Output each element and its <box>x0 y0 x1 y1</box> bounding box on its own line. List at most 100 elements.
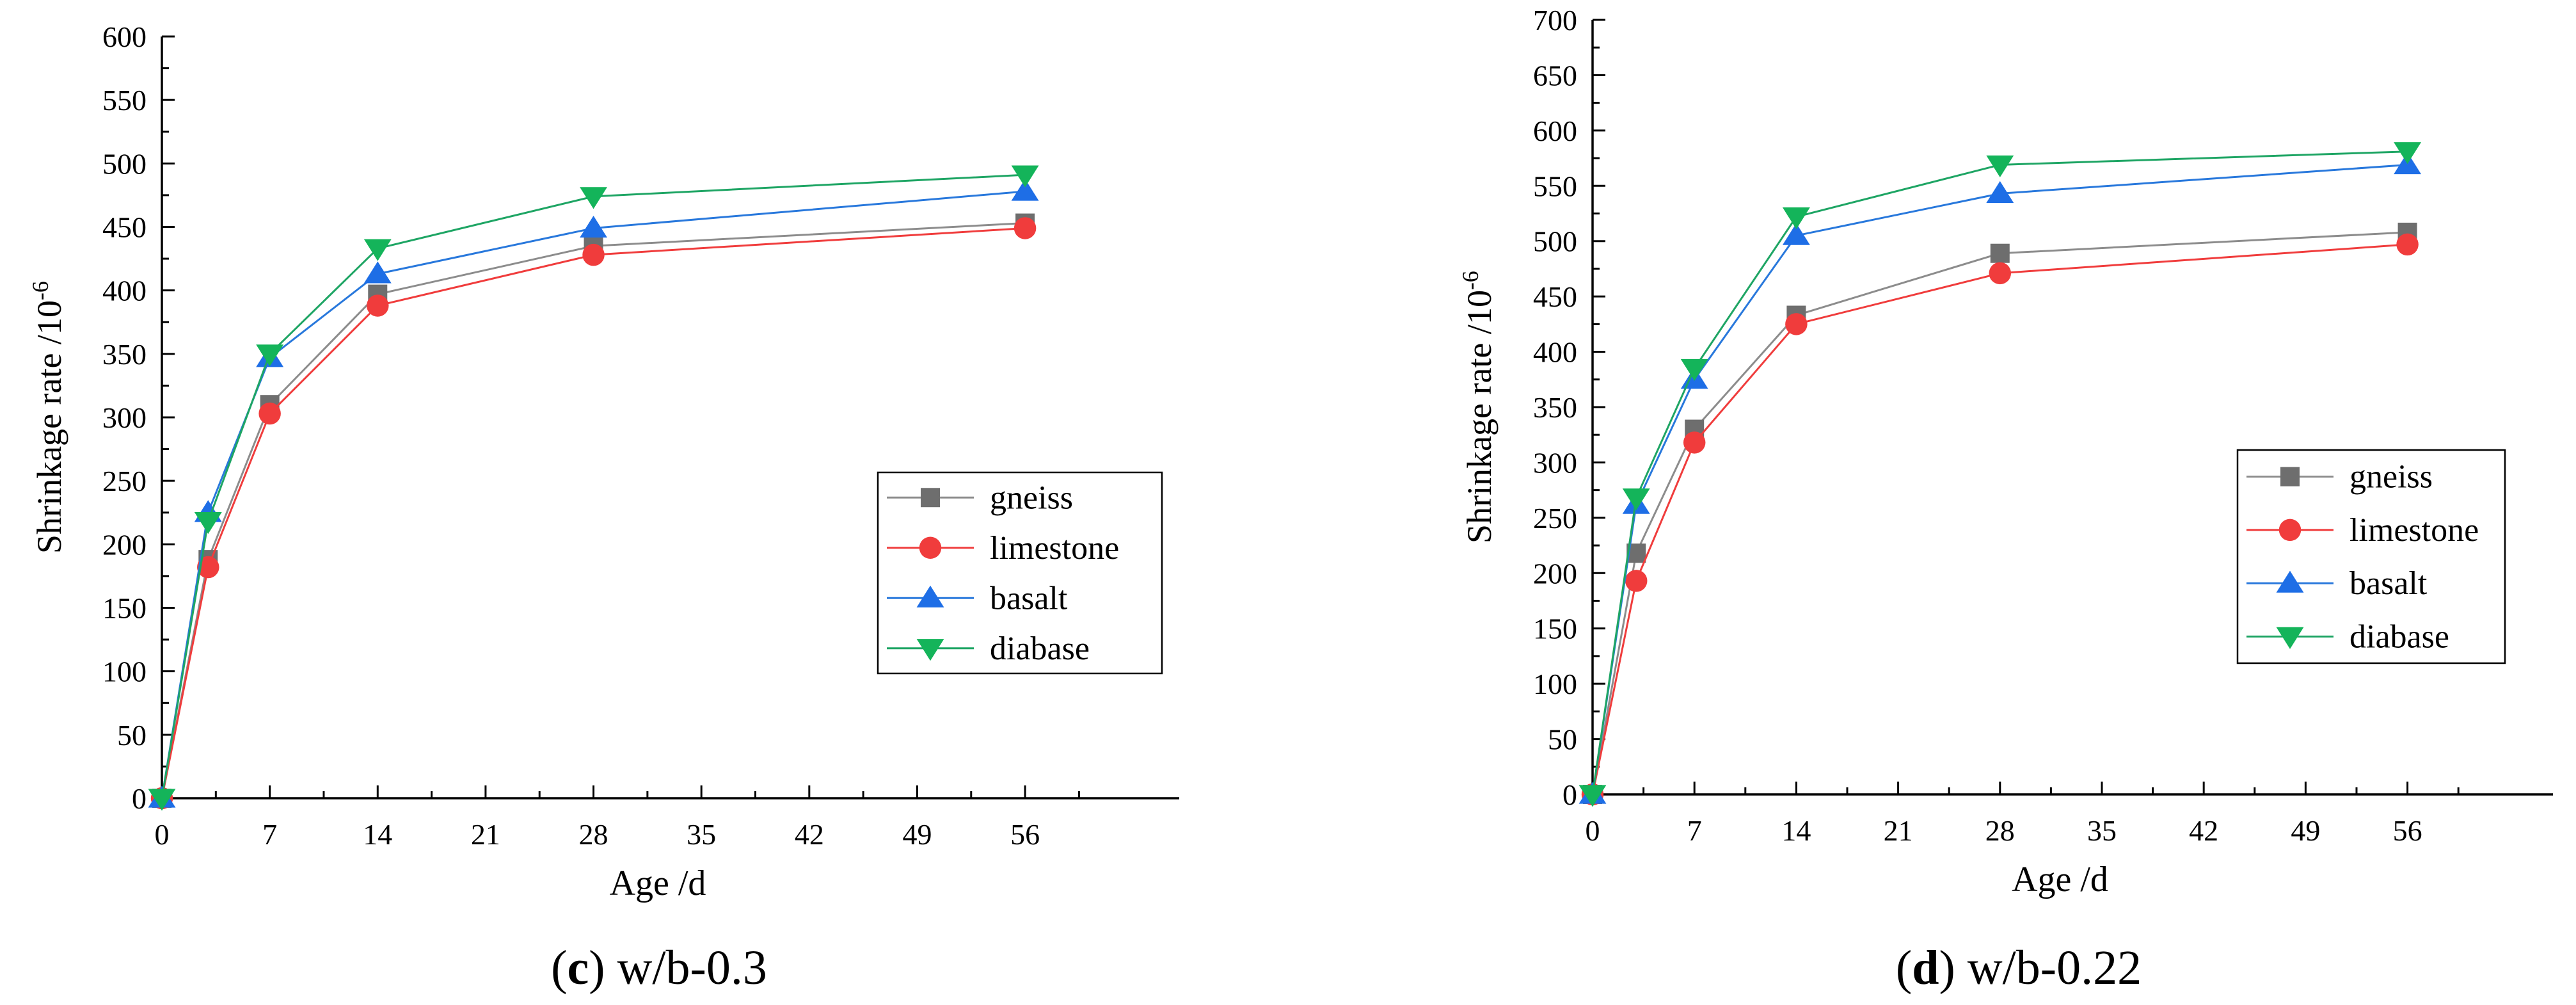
data-point-diabase <box>363 239 392 261</box>
data-point-diabase <box>1680 358 1708 381</box>
y-tick-label: 500 <box>102 147 147 180</box>
x-tick-label: 56 <box>2393 814 2422 847</box>
caption-close-paren: ) <box>1939 941 1955 995</box>
data-point-diabase <box>1782 207 1810 230</box>
panel-caption: (c) w/b-0.3 <box>551 941 767 995</box>
y-tick-label: 400 <box>102 275 147 307</box>
x-tick-label: 42 <box>2189 814 2218 847</box>
legend-marker-basalt <box>916 585 944 607</box>
data-point-limestone <box>1989 262 2012 285</box>
data-point-limestone <box>258 402 281 425</box>
legend-label-basalt: basalt <box>990 580 1068 616</box>
data-point-diabase <box>148 789 176 811</box>
legend-marker-gneiss <box>2280 467 2300 486</box>
chart-panel-d: 0501001502002503003504004505005506006507… <box>1458 4 2553 995</box>
panel-caption: (d) w/b-0.22 <box>1896 941 2142 995</box>
caption-text: w/b-0.22 <box>1955 941 2142 995</box>
caption-letter: d <box>1912 941 1939 995</box>
y-axis-label-text: Shrinkage rate /10 <box>30 300 68 554</box>
data-point-diabase <box>1622 488 1650 511</box>
data-point-diabase <box>1011 165 1039 188</box>
data-point-limestone <box>2396 233 2419 256</box>
legend-marker-limestone <box>919 536 942 559</box>
y-tick-label: 0 <box>1562 778 1577 811</box>
data-point-limestone <box>197 556 219 579</box>
x-tick-label: 28 <box>579 818 608 851</box>
y-tick-label: 500 <box>1533 225 1577 258</box>
y-tick-label: 300 <box>102 401 147 434</box>
caption-text: w/b-0.3 <box>605 941 767 995</box>
caption-open-paren: ( <box>1896 941 1912 995</box>
x-tick-label: 7 <box>1687 814 1702 847</box>
y-axis-label: Shrinkage rate /10-6 <box>28 281 68 554</box>
data-point-basalt <box>1782 223 1810 245</box>
series-line-limestone <box>1591 243 2408 795</box>
y-tick-label: 0 <box>132 782 147 815</box>
x-tick-label: 42 <box>795 818 824 851</box>
legend-label-diabase: diabase <box>990 631 1090 667</box>
x-axis-label: Age /d <box>610 864 706 903</box>
legend-label-gneiss: gneiss <box>990 479 1073 516</box>
caption-close-paren: ) <box>589 941 605 995</box>
y-tick-label: 350 <box>102 338 147 371</box>
data-point-limestone <box>367 294 389 317</box>
data-point-limestone <box>1014 217 1037 239</box>
y-tick-label: 50 <box>117 719 147 752</box>
y-tick-label: 150 <box>102 592 147 625</box>
series-line-diabase <box>161 173 1026 799</box>
legend-marker-diabase <box>916 639 944 661</box>
caption-letter: c <box>567 941 589 995</box>
y-tick-label: 550 <box>1533 170 1577 202</box>
y-tick-label: 450 <box>102 211 147 244</box>
x-tick-label: 49 <box>2291 814 2320 847</box>
x-tick-label: 14 <box>363 818 392 851</box>
data-point-diabase <box>1578 785 1607 807</box>
y-tick-label: 450 <box>1533 280 1577 313</box>
legend-label-gneiss: gneiss <box>2349 459 2433 495</box>
y-axis-label-superscript: -6 <box>28 281 53 300</box>
data-point-diabase <box>2394 142 2422 165</box>
series-line-gneiss <box>1591 231 2408 795</box>
y-tick-label: 400 <box>1533 336 1577 369</box>
y-tick-label: 350 <box>1533 391 1577 424</box>
legend-marker-basalt <box>2276 570 2304 593</box>
data-point-diabase <box>580 187 607 209</box>
legend-label-limestone: limestone <box>2349 512 2479 549</box>
y-tick-label: 650 <box>1533 59 1577 92</box>
y-tick-label: 100 <box>1533 668 1577 700</box>
x-tick-label: 21 <box>471 818 500 851</box>
series-line-diabase <box>1591 150 2408 795</box>
series-line-basalt <box>161 190 1026 799</box>
data-point-diabase <box>194 512 222 535</box>
y-tick-label: 300 <box>1533 446 1577 479</box>
y-tick-label: 250 <box>102 465 147 497</box>
legend-label-diabase: diabase <box>2349 618 2449 655</box>
y-tick-label: 600 <box>1533 115 1577 147</box>
legend-marker-diabase <box>2276 627 2304 649</box>
x-tick-label: 14 <box>1781 814 1811 847</box>
data-point-limestone <box>1625 570 1648 592</box>
y-tick-label: 50 <box>1548 723 1577 756</box>
data-point-limestone <box>582 243 605 266</box>
x-tick-label: 7 <box>262 818 277 851</box>
data-point-gneiss <box>1990 243 2010 263</box>
data-point-diabase <box>1986 155 2014 177</box>
x-tick-label: 35 <box>2087 814 2117 847</box>
x-tick-label: 28 <box>1985 814 2015 847</box>
x-tick-label: 56 <box>1010 818 1040 851</box>
legend-label-limestone: limestone <box>990 530 1119 567</box>
caption-open-paren: ( <box>551 941 567 995</box>
y-tick-label: 250 <box>1533 502 1577 535</box>
data-point-diabase <box>256 344 284 367</box>
chart-panel-c: 0 50 100 150 200 250 300 350 400 450 500 550 600 0 7 14… <box>28 20 1179 995</box>
legend-marker-limestone <box>2278 519 2302 542</box>
data-point-basalt <box>580 215 607 238</box>
legend-marker-gneiss <box>921 488 940 508</box>
series-line-limestone <box>161 227 1026 799</box>
x-axis-label: Age /d <box>2012 860 2108 899</box>
series-line-gneiss <box>161 222 1026 799</box>
y-tick-label: 100 <box>102 655 147 688</box>
data-point-limestone <box>1785 313 1808 335</box>
y-tick-label: 200 <box>102 528 147 561</box>
